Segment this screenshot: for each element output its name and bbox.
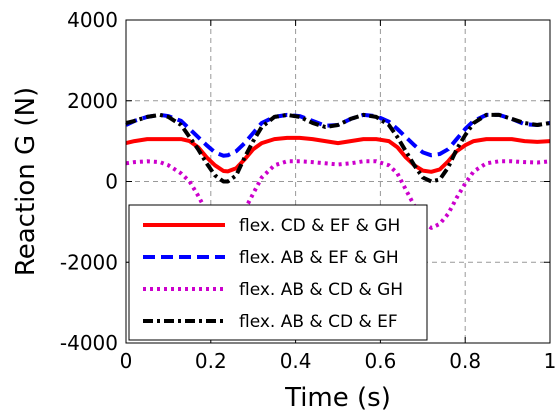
x-tick-label: 0.2	[195, 349, 227, 373]
plot-series	[125, 112, 551, 232]
series-line-1	[125, 135, 551, 174]
legend-label: flex. AB & CD & EF	[239, 312, 398, 332]
y-axis-label: Reaction G (N)	[11, 87, 41, 276]
legend-label: flex. AB & EF & GH	[239, 248, 399, 268]
y-tick-label: -4000	[60, 331, 118, 355]
x-tick-label: 0	[120, 349, 133, 373]
y-tick-label: -2000	[60, 250, 118, 274]
series-line-4	[125, 112, 551, 184]
x-tick-label: 0.8	[449, 349, 481, 373]
tick-labels: 0 0.2 0.4 0.6 0.8 1 -4000 -2000 0 2000 4000	[60, 8, 556, 373]
x-tick-label: 0.4	[280, 349, 312, 373]
x-tick-label: 1	[544, 349, 557, 373]
x-tick-label: 0.6	[364, 349, 396, 373]
x-axis-label: Time (s)	[284, 383, 391, 410]
y-tick-label: 4000	[67, 8, 118, 32]
y-tick-label: 0	[105, 170, 118, 194]
legend: flex. CD & EF & GH flex. AB & EF & GH flex…	[128, 204, 428, 341]
y-tick-label: 2000	[67, 89, 118, 113]
legend-label: flex. CD & EF & GH	[239, 216, 400, 236]
legend-label: flex. AB & CD & GH	[239, 280, 403, 300]
legend-box	[128, 204, 428, 341]
